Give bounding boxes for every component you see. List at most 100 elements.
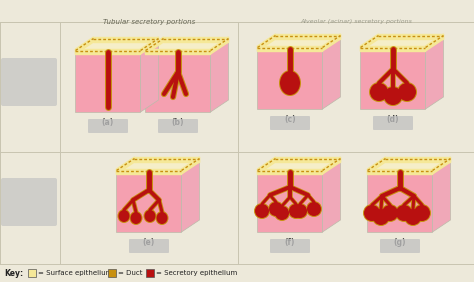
Ellipse shape [269, 202, 283, 216]
FancyBboxPatch shape [270, 116, 310, 130]
Polygon shape [146, 37, 164, 54]
Polygon shape [140, 40, 158, 112]
Ellipse shape [293, 204, 307, 218]
Text: Tubular secretory portions: Tubular secretory portions [103, 19, 195, 25]
Ellipse shape [292, 203, 308, 219]
Polygon shape [257, 37, 340, 49]
Polygon shape [117, 160, 200, 172]
Polygon shape [361, 37, 444, 49]
Polygon shape [75, 37, 93, 54]
Polygon shape [140, 37, 158, 54]
Ellipse shape [363, 204, 381, 222]
Polygon shape [322, 157, 340, 174]
Bar [108, 269, 116, 277]
Ellipse shape [405, 209, 421, 225]
FancyBboxPatch shape [129, 239, 169, 253]
Polygon shape [257, 34, 275, 51]
FancyBboxPatch shape [270, 239, 310, 253]
Ellipse shape [279, 70, 301, 96]
Ellipse shape [118, 209, 130, 223]
Text: (d): (d) [387, 115, 399, 124]
Polygon shape [257, 49, 322, 109]
Text: (e): (e) [143, 238, 155, 247]
Text: Key:: Key: [4, 268, 23, 277]
Ellipse shape [383, 86, 403, 106]
Ellipse shape [255, 204, 269, 218]
FancyBboxPatch shape [373, 116, 413, 130]
Ellipse shape [372, 208, 390, 226]
Ellipse shape [414, 205, 430, 221]
Text: (c): (c) [284, 115, 296, 124]
Ellipse shape [382, 205, 398, 221]
Bar [28, 269, 36, 277]
Polygon shape [182, 160, 200, 232]
Polygon shape [257, 160, 340, 172]
Polygon shape [257, 172, 322, 232]
Polygon shape [322, 160, 340, 232]
Ellipse shape [288, 203, 304, 219]
Text: (b): (b) [172, 118, 184, 127]
Ellipse shape [280, 71, 300, 95]
Polygon shape [146, 52, 210, 112]
Ellipse shape [404, 208, 422, 226]
Polygon shape [426, 34, 444, 51]
Text: Alveolar (acinar) secretory portions: Alveolar (acinar) secretory portions [300, 19, 412, 25]
Polygon shape [210, 37, 228, 54]
Ellipse shape [144, 209, 156, 223]
Text: = Duct: = Duct [118, 270, 143, 276]
FancyBboxPatch shape [88, 119, 128, 133]
Polygon shape [117, 172, 182, 232]
Ellipse shape [384, 87, 402, 105]
Ellipse shape [268, 201, 284, 217]
Ellipse shape [364, 205, 380, 221]
FancyBboxPatch shape [1, 58, 57, 106]
Ellipse shape [307, 202, 321, 216]
Ellipse shape [118, 210, 129, 222]
Polygon shape [426, 37, 444, 109]
Ellipse shape [381, 204, 399, 222]
Polygon shape [75, 52, 140, 112]
Ellipse shape [254, 203, 270, 219]
FancyBboxPatch shape [158, 119, 198, 133]
Ellipse shape [155, 211, 168, 225]
FancyBboxPatch shape [1, 178, 57, 226]
Polygon shape [367, 160, 450, 172]
Ellipse shape [306, 201, 322, 217]
Polygon shape [146, 40, 228, 52]
Ellipse shape [369, 82, 389, 102]
Ellipse shape [398, 83, 416, 101]
Polygon shape [322, 37, 340, 109]
Polygon shape [361, 34, 379, 51]
Polygon shape [117, 157, 135, 174]
Text: = Surface epithelium: = Surface epithelium [38, 270, 112, 276]
Text: (g): (g) [394, 238, 406, 247]
Ellipse shape [130, 212, 142, 224]
Polygon shape [432, 157, 450, 174]
Polygon shape [367, 157, 385, 174]
Ellipse shape [275, 206, 289, 220]
Polygon shape [210, 40, 228, 112]
Polygon shape [182, 157, 200, 174]
Ellipse shape [274, 205, 290, 221]
Ellipse shape [373, 209, 389, 225]
Polygon shape [257, 157, 275, 174]
Polygon shape [322, 34, 340, 51]
Ellipse shape [370, 83, 388, 101]
Ellipse shape [413, 204, 431, 222]
Ellipse shape [395, 204, 413, 222]
Polygon shape [75, 40, 158, 52]
Ellipse shape [145, 210, 155, 222]
FancyBboxPatch shape [380, 239, 420, 253]
Ellipse shape [289, 204, 303, 218]
Ellipse shape [397, 82, 417, 102]
Text: (f): (f) [285, 238, 295, 247]
Polygon shape [361, 49, 426, 109]
Ellipse shape [156, 212, 167, 224]
Ellipse shape [396, 205, 412, 221]
Polygon shape [432, 160, 450, 232]
Polygon shape [367, 172, 432, 232]
Bar [146, 269, 154, 277]
Text: = Secretory epithelium: = Secretory epithelium [156, 270, 237, 276]
Ellipse shape [129, 211, 143, 225]
Text: (a): (a) [102, 118, 114, 127]
